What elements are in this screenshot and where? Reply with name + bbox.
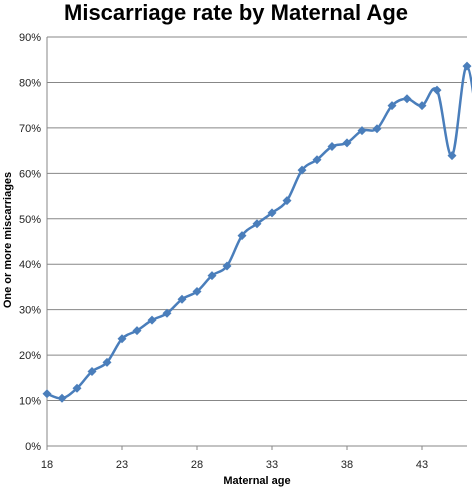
data-point-marker bbox=[372, 124, 382, 134]
x-tick-label: 38 bbox=[341, 459, 353, 471]
data-point-marker bbox=[57, 393, 67, 403]
data-point-marker bbox=[402, 94, 412, 104]
data-point-marker bbox=[327, 142, 337, 152]
y-tick-label: 60% bbox=[19, 168, 41, 180]
x-tick-label: 28 bbox=[191, 459, 203, 471]
y-tick-label: 20% bbox=[19, 350, 41, 362]
tick-labels: 0% 10% 20% 30% 40% 50% 60% 70% 80% 90% 18 23 28 33 38 4… bbox=[19, 32, 428, 471]
chart-title: Miscarriage rate by Maternal Age bbox=[64, 0, 408, 25]
data-point-marker bbox=[282, 196, 292, 206]
data-point-marker bbox=[132, 326, 142, 336]
data-point-marker bbox=[312, 155, 322, 165]
data-point-marker bbox=[42, 389, 52, 399]
data-point-marker bbox=[102, 357, 112, 367]
y-tick-label: 10% bbox=[19, 396, 41, 408]
data-point-marker bbox=[117, 334, 127, 344]
data-point-marker bbox=[357, 126, 367, 136]
data-point-marker bbox=[417, 101, 427, 111]
data-point-marker bbox=[267, 208, 277, 218]
x-tick-label: 33 bbox=[266, 459, 278, 471]
y-tick-label: 90% bbox=[19, 32, 41, 44]
data-point-marker bbox=[192, 286, 202, 296]
y-axis-label: One or more miscarriages bbox=[2, 172, 14, 308]
data-point-marker bbox=[162, 308, 172, 318]
data-point-marker bbox=[87, 366, 97, 376]
data-points bbox=[42, 61, 472, 403]
data-point-marker bbox=[237, 231, 247, 241]
data-point-marker bbox=[342, 138, 352, 148]
data-point-marker bbox=[432, 85, 442, 95]
y-tick-label: 80% bbox=[19, 77, 41, 89]
x-tick-label: 43 bbox=[416, 459, 428, 471]
series-line bbox=[46, 64, 472, 400]
y-tick-label: 70% bbox=[19, 123, 41, 135]
y-tick-label: 0% bbox=[25, 441, 41, 453]
data-point-marker bbox=[72, 383, 82, 393]
data-point-marker bbox=[207, 271, 217, 281]
x-tick-label: 18 bbox=[41, 459, 53, 471]
data-point-marker bbox=[222, 261, 232, 271]
data-point-marker bbox=[177, 294, 187, 304]
x-tick-label: 23 bbox=[116, 459, 128, 471]
y-tick-label: 50% bbox=[19, 214, 41, 226]
data-point-marker bbox=[252, 219, 262, 229]
data-point-marker bbox=[297, 165, 307, 175]
data-point-marker bbox=[447, 151, 457, 161]
y-tick-label: 40% bbox=[19, 259, 41, 271]
x-axis-label: Maternal age bbox=[223, 475, 290, 487]
gridlines bbox=[47, 36, 467, 402]
y-tick-label: 30% bbox=[19, 305, 41, 317]
data-point-marker bbox=[147, 315, 157, 325]
series-line-path bbox=[46, 64, 472, 400]
data-point-marker bbox=[462, 61, 472, 71]
data-point-marker bbox=[387, 101, 397, 111]
axes bbox=[46, 37, 467, 450]
